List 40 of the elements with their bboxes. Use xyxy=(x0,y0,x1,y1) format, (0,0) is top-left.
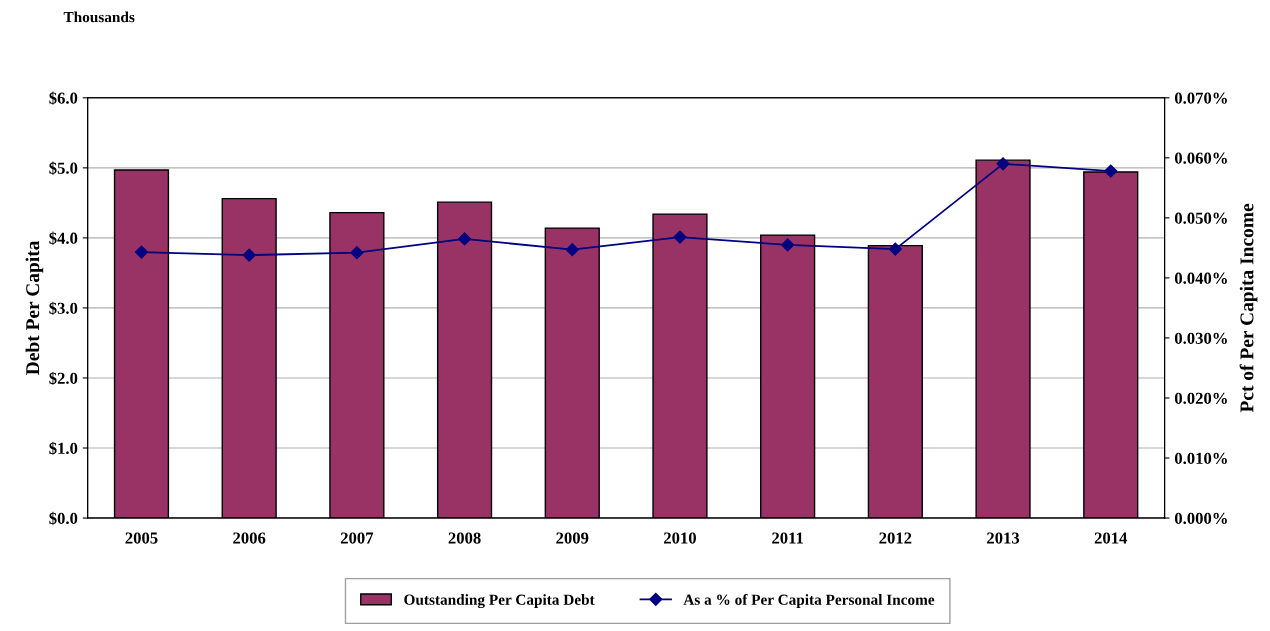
x-tick-label: 2008 xyxy=(448,532,481,544)
point xyxy=(457,232,472,246)
point xyxy=(1104,164,1118,178)
y-axis-title: Debt Per Capita xyxy=(25,240,44,375)
legend-label: As a % of Per Capita Personal Income xyxy=(683,593,935,608)
y2-tick-label: 0.040% xyxy=(1174,272,1227,284)
y-tick-label: $2.0 xyxy=(49,371,78,386)
y-tick-label: $5.0 xyxy=(49,161,78,175)
point xyxy=(242,248,256,262)
text: Thousands xyxy=(63,11,135,23)
x-tick-label: 2009 xyxy=(556,532,589,544)
y2-tick-label: 0.070% xyxy=(1174,92,1227,104)
point xyxy=(565,243,579,257)
x-tick-label: 2012 xyxy=(879,532,912,544)
x-tick-label: 2007 xyxy=(340,532,374,544)
point xyxy=(350,246,364,260)
y2-tick-label: 0.020% xyxy=(1174,392,1227,404)
x-tick-label: 2013 xyxy=(987,532,1020,544)
x-tick-label: 2011 xyxy=(772,532,803,544)
y-tick-label: $0.0 xyxy=(49,511,78,526)
x-tick-label: 2005 xyxy=(125,532,158,544)
y2-tick-label: 0.050% xyxy=(1174,212,1227,224)
y2-tick-label: 0.000% xyxy=(1174,512,1227,525)
point xyxy=(996,157,1010,171)
point xyxy=(673,230,687,244)
y-tick-label: $1.0 xyxy=(49,441,78,456)
y2-tick-label: 0.060% xyxy=(1174,152,1227,164)
y2-axis-title: Pct of Per Capita Income xyxy=(1239,203,1258,413)
x-tick-label: 2014 xyxy=(1094,532,1128,544)
point xyxy=(888,242,902,256)
y-tick-label: $3.0 xyxy=(49,301,78,315)
point xyxy=(781,238,795,252)
x-tick-label: 2010 xyxy=(663,532,696,544)
y2-tick-label: 0.010% xyxy=(1174,452,1227,465)
x-tick-label: 2006 xyxy=(233,532,266,544)
y-tick-label: $4.0 xyxy=(49,231,78,245)
y-tick-label: $6.0 xyxy=(49,91,78,105)
legend-label: Outstanding Per Capita Debt xyxy=(404,594,595,609)
point xyxy=(134,245,149,259)
y2-tick-label: 0.030% xyxy=(1174,332,1227,344)
